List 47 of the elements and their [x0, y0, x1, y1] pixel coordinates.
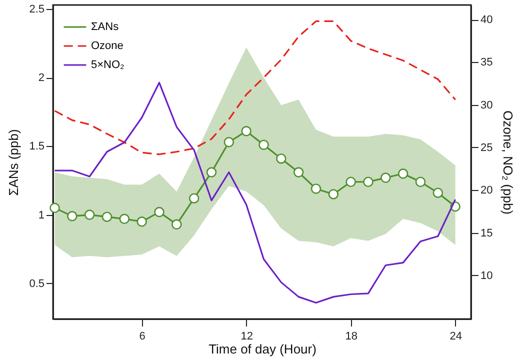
- point: [67, 211, 78, 222]
- y-tick-label: 2: [38, 72, 44, 84]
- point: [328, 189, 339, 200]
- y-axis-title: ΣANs (ppb): [6, 129, 22, 196]
- y2-tick-label: 15: [480, 227, 493, 240]
- point: [136, 216, 147, 227]
- point: [432, 188, 444, 198]
- point: [258, 140, 269, 150]
- point: [50, 202, 60, 214]
- y2-tick-label: 10: [480, 270, 493, 282]
- y2-tick-label: 30: [480, 99, 493, 112]
- point: [172, 219, 182, 230]
- y-tick-label: 1.5: [29, 140, 44, 153]
- point: [241, 126, 252, 136]
- y2-tick-label: 35: [480, 56, 493, 69]
- legend-label: Ozone: [91, 40, 124, 52]
- line-series: [54, 82, 456, 304]
- x-tick-label: 18: [345, 330, 358, 342]
- y2-tick-label: 25: [480, 142, 493, 154]
- point: [188, 193, 200, 204]
- point: [363, 176, 374, 187]
- legend-label: ΣANs: [91, 21, 120, 33]
- point: [119, 214, 130, 224]
- y-tick-label: 2.5: [29, 4, 44, 16]
- point: [380, 172, 391, 183]
- point: [346, 176, 356, 187]
- legend-label: 5×NO₂: [91, 59, 124, 71]
- point: [310, 184, 322, 194]
- point: [415, 176, 426, 187]
- point: [206, 167, 217, 178]
- point: [224, 137, 234, 148]
- y2-tick-label: 40: [480, 14, 493, 26]
- point: [154, 206, 164, 218]
- x-tick-label: 24: [450, 330, 462, 342]
- x-axis-title: Time of day (Hour): [208, 342, 316, 356]
- point: [84, 210, 95, 220]
- line-series: [54, 20, 456, 156]
- point: [398, 168, 408, 179]
- y2-axis-title: Ozone, NO₂ (ppb): [500, 110, 516, 215]
- y-tick-label: 0.5: [29, 278, 44, 290]
- y-tick-label: 1: [38, 209, 44, 222]
- point: [293, 167, 304, 178]
- point: [276, 153, 286, 164]
- x-tick-label: 12: [240, 330, 253, 342]
- point: [102, 212, 112, 222]
- x-tick-label: 6: [139, 330, 146, 342]
- y2-tick-label: 20: [480, 184, 493, 197]
